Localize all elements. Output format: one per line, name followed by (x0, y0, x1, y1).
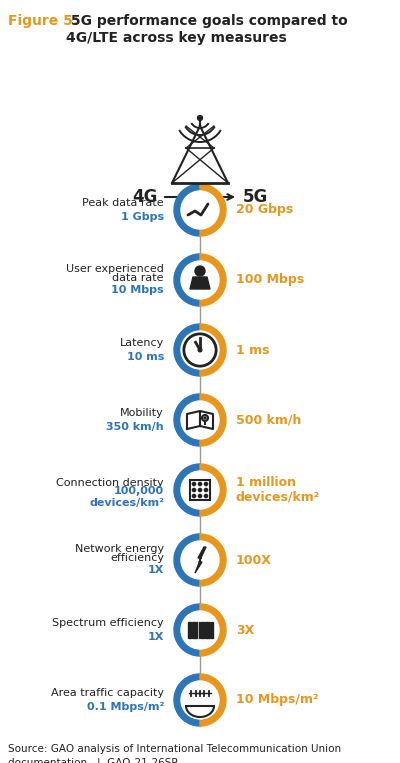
Circle shape (181, 331, 219, 369)
Polygon shape (174, 534, 200, 586)
Text: 100 Mbps: 100 Mbps (236, 273, 304, 286)
Bar (200, 622, 204, 638)
Text: Peak data rate: Peak data rate (82, 198, 164, 208)
Circle shape (198, 488, 202, 491)
Polygon shape (200, 254, 226, 306)
Text: 4G: 4G (132, 188, 158, 206)
Circle shape (181, 541, 219, 579)
Text: 1X: 1X (148, 632, 164, 642)
Text: Mobility: Mobility (120, 408, 164, 418)
Polygon shape (174, 184, 200, 236)
Bar (211, 622, 213, 638)
Circle shape (204, 482, 208, 485)
Polygon shape (200, 464, 226, 516)
Bar (207, 622, 210, 638)
Text: 350 km/h: 350 km/h (106, 422, 164, 432)
Bar (205, 622, 207, 638)
Bar (190, 480, 210, 500)
Text: 10 Mbps: 10 Mbps (111, 285, 164, 295)
Circle shape (192, 488, 196, 491)
Circle shape (181, 611, 219, 649)
Text: 100X: 100X (236, 553, 272, 566)
Polygon shape (200, 324, 226, 376)
Circle shape (198, 494, 202, 497)
Text: Connection density: Connection density (56, 478, 164, 488)
Circle shape (198, 115, 202, 121)
Circle shape (198, 348, 202, 352)
Polygon shape (174, 674, 200, 726)
Text: User experienced: User experienced (66, 264, 164, 274)
Circle shape (198, 482, 202, 485)
Circle shape (181, 681, 219, 719)
Bar (188, 622, 190, 638)
Polygon shape (174, 394, 200, 446)
Text: 3X: 3X (236, 623, 254, 636)
Text: Figure 5:: Figure 5: (8, 14, 78, 28)
Text: 10 ms: 10 ms (127, 352, 164, 362)
Polygon shape (200, 394, 226, 446)
Bar (192, 622, 194, 638)
Text: 1 ms: 1 ms (236, 343, 270, 356)
Polygon shape (200, 604, 226, 656)
Circle shape (181, 261, 219, 299)
Text: 100,000
devices/km²: 100,000 devices/km² (89, 486, 164, 508)
Circle shape (181, 471, 219, 509)
Text: 0.1 Mbps/m²: 0.1 Mbps/m² (87, 702, 164, 712)
Text: 10 Mbps/m²: 10 Mbps/m² (236, 694, 318, 707)
Bar (194, 622, 197, 638)
Circle shape (181, 191, 219, 229)
Text: Latency: Latency (120, 338, 164, 348)
Text: 1 million
devices/km²: 1 million devices/km² (236, 476, 320, 504)
Text: 5G performance goals compared to
4G/LTE across key measures: 5G performance goals compared to 4G/LTE … (66, 14, 348, 45)
Text: data rate: data rate (112, 273, 164, 283)
Circle shape (204, 417, 206, 419)
Circle shape (195, 266, 205, 276)
Text: Spectrum efficiency: Spectrum efficiency (52, 618, 164, 628)
Text: 1X: 1X (148, 565, 164, 575)
Bar (199, 622, 200, 638)
Text: Source: GAO analysis of International Telecommunication Union
documentation.  | : Source: GAO analysis of International Te… (8, 744, 341, 763)
Polygon shape (174, 464, 200, 516)
Polygon shape (174, 254, 200, 306)
Circle shape (204, 494, 208, 497)
Circle shape (204, 488, 208, 491)
Text: Area traffic capacity: Area traffic capacity (51, 688, 164, 698)
Polygon shape (200, 534, 226, 586)
Polygon shape (200, 184, 226, 236)
Polygon shape (174, 324, 200, 376)
Polygon shape (174, 604, 200, 656)
Polygon shape (200, 674, 226, 726)
Polygon shape (190, 277, 210, 289)
Polygon shape (195, 547, 206, 573)
Circle shape (192, 482, 196, 485)
Text: 500 km/h: 500 km/h (236, 414, 301, 427)
Circle shape (181, 401, 219, 439)
Circle shape (192, 494, 196, 497)
Text: 1 Gbps: 1 Gbps (121, 212, 164, 222)
Text: 5G: 5G (242, 188, 268, 206)
Text: 20 Gbps: 20 Gbps (236, 204, 293, 217)
Text: Network energy: Network energy (75, 544, 164, 554)
Text: efficiency: efficiency (110, 553, 164, 563)
